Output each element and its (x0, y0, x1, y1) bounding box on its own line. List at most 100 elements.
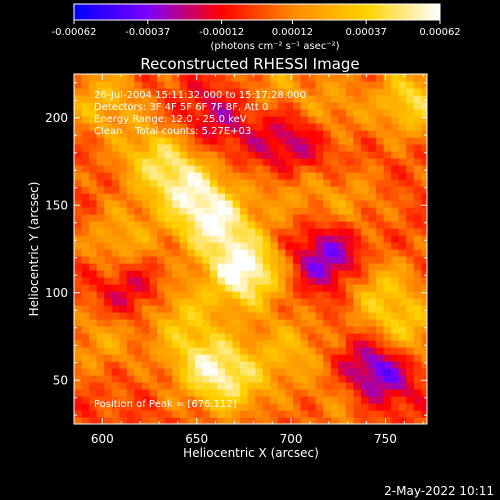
heatmap-cell (172, 361, 181, 369)
heatmap-cell (376, 417, 385, 424)
heatmap-cell (360, 319, 370, 327)
heatmap-cell (225, 389, 234, 397)
heatmap-cell (308, 130, 317, 138)
heatmap-cell (292, 109, 302, 117)
heatmap-cell (413, 361, 422, 369)
heatmap-cell (285, 396, 294, 404)
heatmap-cell (323, 396, 332, 404)
heatmap-cell (360, 340, 370, 348)
annotation-time-range: 26-Jul-2004 15:11:32.000 to 15:17:28.000 (94, 90, 306, 101)
heatmap-cell (89, 347, 98, 355)
heatmap-cell (285, 144, 294, 152)
heatmap-cell (74, 74, 83, 82)
heatmap-cell (391, 207, 400, 215)
heatmap-cell (240, 263, 249, 271)
heatmap-cell (179, 312, 188, 320)
heatmap-cell (240, 375, 249, 383)
heatmap-cell (376, 361, 385, 369)
heatmap-cell (360, 102, 370, 110)
heatmap-cell (164, 221, 173, 229)
heatmap-cell (134, 200, 143, 208)
heatmap-cell (126, 249, 136, 257)
heatmap-cell (187, 144, 196, 152)
heatmap-cell (81, 193, 90, 201)
heatmap-cell (338, 172, 347, 180)
heatmap-cell (308, 417, 317, 424)
heatmap-cell (255, 165, 264, 173)
heatmap-cell (338, 151, 347, 159)
x-tick-label: 650 (185, 432, 208, 446)
heatmap-cell (187, 291, 196, 299)
heatmap-cell (368, 298, 377, 306)
heatmap-cell (315, 235, 324, 243)
heatmap-cell (300, 396, 309, 404)
y-tick-label: 200 (45, 111, 68, 125)
heatmap-cell (338, 382, 347, 390)
heatmap-cell (360, 389, 370, 397)
heatmap-cell (126, 305, 136, 313)
heatmap-cell (217, 130, 226, 138)
heatmap-cell (285, 109, 294, 117)
heatmap-cell (202, 137, 211, 145)
heatmap-cell (74, 368, 83, 376)
heatmap-cell (141, 109, 151, 117)
heatmap-cell (247, 326, 256, 334)
heatmap-cell (141, 81, 151, 89)
heatmap-cell (134, 389, 143, 397)
heatmap-cell (391, 249, 400, 257)
heatmap-cell (89, 326, 98, 334)
heatmap-cell (308, 116, 317, 124)
heatmap-cell (89, 221, 98, 229)
heatmap-cell (134, 396, 143, 404)
heatmap-cell (240, 410, 249, 418)
heatmap-cell (104, 410, 113, 418)
heatmap-cell (300, 333, 309, 341)
heatmap-cell (421, 228, 427, 236)
heatmap-cell (255, 88, 264, 96)
heatmap-cell (270, 396, 279, 404)
heatmap-cell (81, 165, 90, 173)
heatmap-cell (421, 326, 427, 334)
heatmap-cell (104, 116, 113, 124)
heatmap-cell (194, 319, 203, 327)
heatmap-cell (89, 256, 98, 264)
heatmap-cell (406, 193, 415, 201)
heatmap-cell (345, 277, 354, 285)
heatmap-cell (247, 298, 256, 306)
heatmap-cell (74, 375, 83, 383)
heatmap-cell (232, 389, 241, 397)
heatmap-cell (330, 333, 339, 341)
heatmap-cell (240, 396, 249, 404)
heatmap-cell (240, 284, 249, 292)
heatmap-cell (81, 172, 90, 180)
heatmap-cell (89, 123, 98, 131)
heatmap-cell (270, 200, 279, 208)
heatmap-cell (270, 81, 279, 89)
heatmap-cell (391, 228, 400, 236)
heatmap-cell (421, 319, 427, 327)
heatmap-cell (194, 130, 203, 138)
heatmap-cell (202, 368, 211, 376)
heatmap-cell (255, 389, 264, 397)
heatmap-cell (376, 228, 385, 236)
colorbar-tick-label: -0.00012 (199, 27, 244, 38)
heatmap-cell (315, 165, 324, 173)
heatmap-cell (277, 249, 287, 257)
heatmap-cell (209, 193, 219, 201)
heatmap-cell (74, 158, 83, 166)
heatmap-cell (413, 340, 422, 348)
heatmap-cell (134, 368, 143, 376)
heatmap-cell (315, 312, 324, 320)
heatmap-cell (376, 326, 385, 334)
heatmap-cell (187, 88, 196, 96)
heatmap-cell (345, 361, 354, 369)
heatmap-cell (338, 95, 347, 103)
heatmap-cell (119, 284, 128, 292)
heatmap-cell (413, 347, 422, 355)
heatmap-cell (202, 158, 211, 166)
heatmap-cell (202, 417, 211, 424)
heatmap-cell (398, 242, 407, 250)
heatmap-cell (247, 228, 256, 236)
heatmap-cell (209, 256, 219, 264)
heatmap-cell (157, 368, 166, 376)
